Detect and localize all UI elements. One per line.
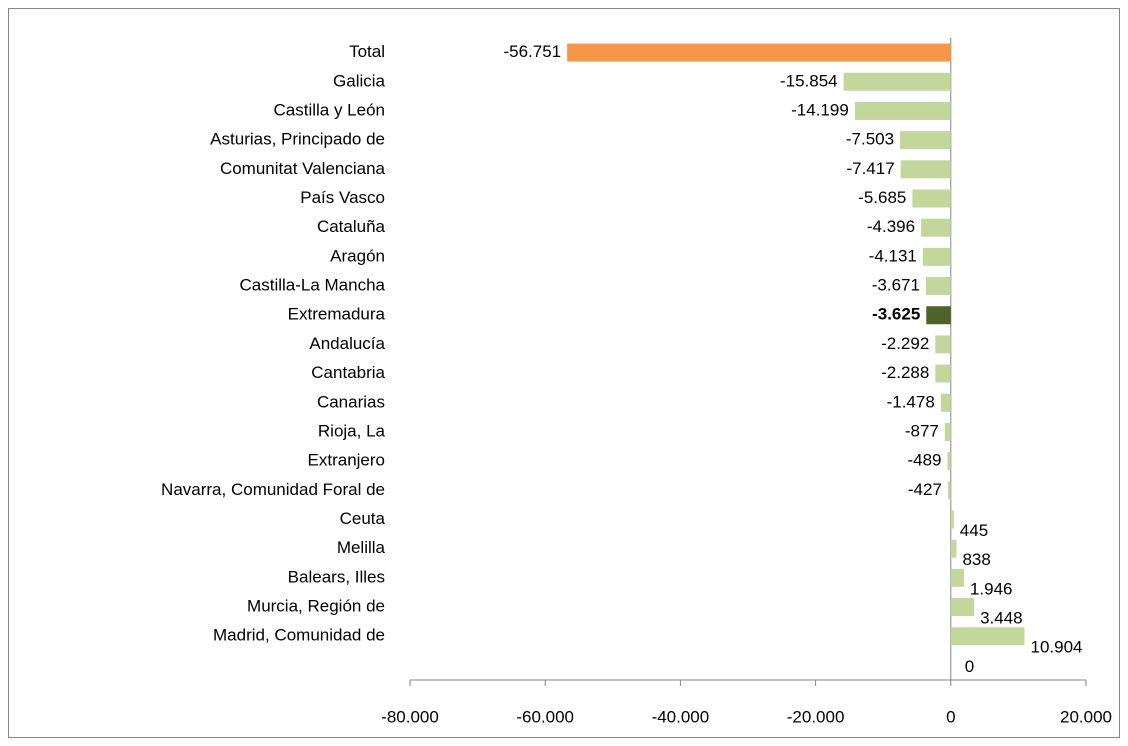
x-tick-label: -80.000 — [381, 707, 439, 726]
bar — [950, 568, 964, 587]
value-label: -427 — [908, 480, 942, 499]
y-tick-label: Murcia, Región de — [247, 597, 385, 616]
bar — [947, 481, 951, 500]
value-label: 838 — [962, 550, 990, 569]
value-label: -489 — [907, 451, 941, 470]
value-label: -1.478 — [887, 392, 935, 411]
x-tick-label: -60.000 — [516, 707, 574, 726]
value-label: 1.946 — [970, 579, 1013, 598]
y-tick-label: Total — [349, 42, 385, 61]
y-tick-label: Madrid, Comunidad de — [213, 626, 385, 645]
bar — [900, 131, 951, 150]
bar — [843, 72, 951, 91]
value-label: -56.751 — [503, 42, 561, 61]
x-tick-label: -40.000 — [652, 707, 710, 726]
value-label: -4.396 — [867, 217, 915, 236]
value-label: 3.448 — [980, 609, 1023, 628]
y-tick-label: Cantabria — [311, 363, 385, 382]
bar — [950, 627, 1025, 646]
bar — [921, 218, 951, 237]
value-label: -2.292 — [881, 334, 929, 353]
bar — [900, 160, 951, 179]
bar — [947, 452, 951, 471]
value-label: 0 — [965, 657, 974, 676]
bar — [950, 598, 975, 617]
bar — [922, 247, 951, 266]
bar — [567, 43, 951, 62]
bar — [944, 422, 951, 441]
y-tick-label: Castilla y León — [273, 100, 385, 119]
x-tick-label: 20.000 — [1060, 707, 1112, 726]
value-label: -5.685 — [858, 188, 906, 207]
y-tick-label: Rioja, La — [318, 421, 386, 440]
value-label: -3.671 — [872, 276, 920, 295]
bar — [925, 277, 951, 296]
chart-frame — [8, 8, 1120, 738]
value-label: -7.503 — [846, 130, 894, 149]
bar — [912, 189, 951, 208]
y-tick-label: Melilla — [337, 538, 386, 557]
value-label: -877 — [905, 421, 939, 440]
y-tick-label: Aragón — [330, 246, 385, 265]
bar — [854, 101, 951, 120]
x-tick-label: 0 — [946, 707, 955, 726]
bar — [950, 510, 954, 529]
y-tick-label: Cataluña — [317, 217, 386, 236]
value-label: -14.199 — [791, 100, 849, 119]
bar — [940, 393, 951, 412]
y-tick-label: Canarias — [317, 392, 385, 411]
value-label: -2.288 — [881, 363, 929, 382]
x-tick-label: -20.000 — [787, 707, 845, 726]
y-tick-label: Extranjero — [308, 451, 385, 470]
bar — [926, 306, 951, 325]
y-tick-label: Galicia — [333, 71, 386, 90]
y-tick-label: Comunitat Valenciana — [220, 159, 386, 178]
y-tick-label: Castilla-La Mancha — [239, 276, 385, 295]
y-tick-label: Asturias, Principado de — [210, 130, 385, 149]
bar — [950, 539, 957, 558]
y-tick-label: Balears, Illes — [288, 567, 385, 586]
y-tick-label: Ceuta — [340, 509, 386, 528]
bar — [935, 335, 951, 354]
y-tick-label: País Vasco — [300, 188, 385, 207]
value-label: -15.854 — [780, 71, 838, 90]
value-label: -7.417 — [846, 159, 894, 178]
bar — [935, 364, 951, 383]
value-label: -3.625 — [872, 305, 920, 324]
y-tick-label: Extremadura — [288, 305, 386, 324]
y-tick-label: Andalucía — [309, 334, 385, 353]
value-label: -4.131 — [869, 246, 917, 265]
value-label: 445 — [960, 521, 988, 540]
y-tick-label: Navarra, Comunidad Foral de — [161, 480, 385, 499]
value-label: 10.904 — [1031, 638, 1083, 657]
